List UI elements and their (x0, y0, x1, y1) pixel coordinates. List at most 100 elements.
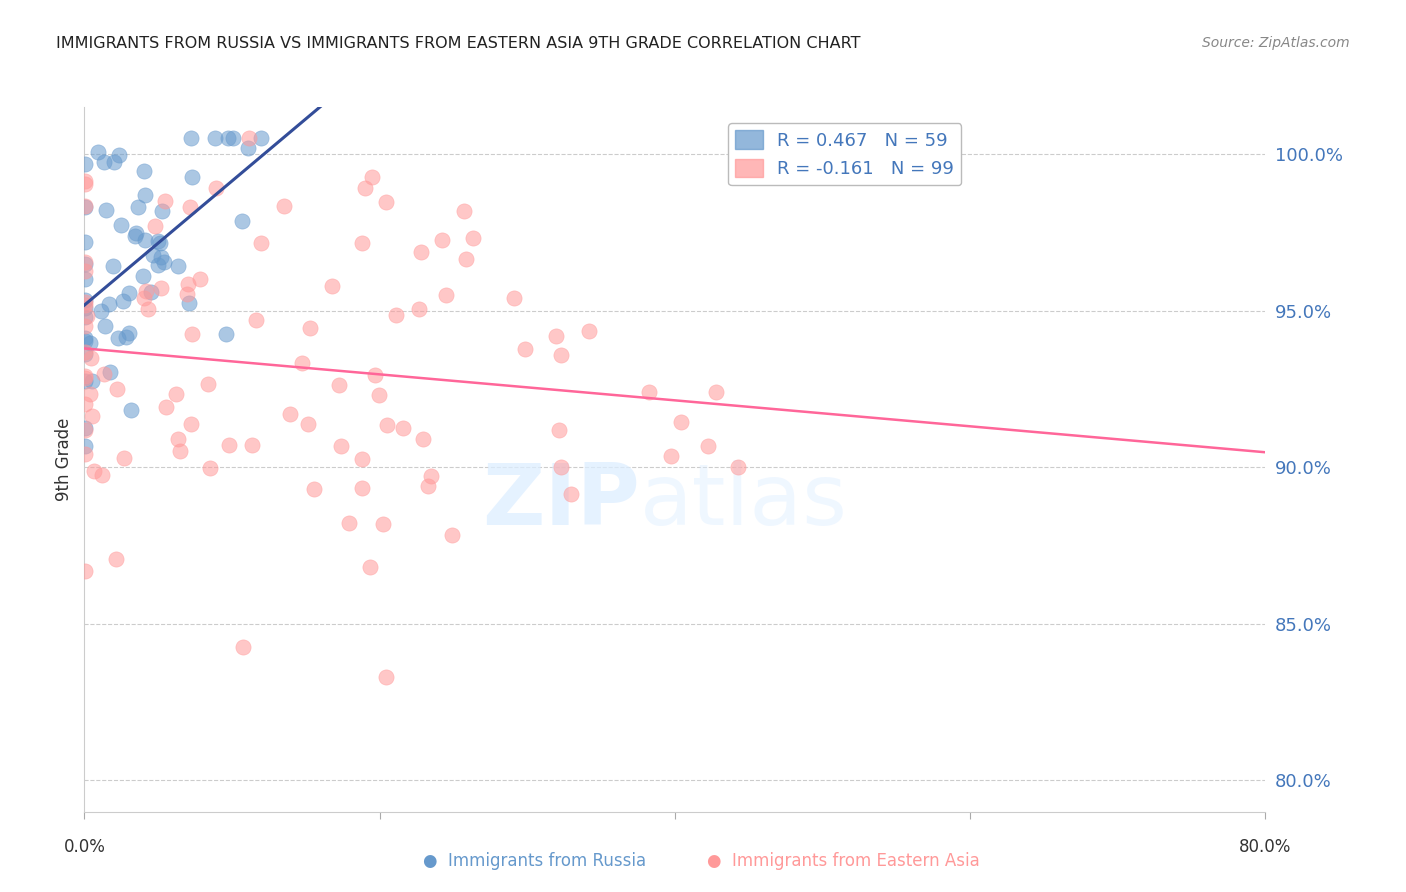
Point (169, 444, 191, 458)
Point (75, 157, 97, 171)
Point (180, 417, 202, 432)
Point (125, 226, 148, 240)
Point (180, 131, 202, 145)
Point (222, 131, 245, 145)
Point (418, 479, 440, 493)
Point (350, 481, 373, 495)
Point (392, 420, 415, 434)
Point (250, 131, 273, 145)
Point (302, 482, 325, 496)
Point (375, 195, 398, 210)
Y-axis label: 9th Grade: 9th Grade (55, 417, 73, 501)
Point (135, 285, 157, 299)
Point (181, 170, 204, 185)
Point (93, 367, 115, 381)
Point (79, 386, 101, 401)
Point (550, 348, 572, 362)
Point (368, 387, 391, 401)
Point (179, 200, 201, 214)
Point (93, 319, 115, 334)
Point (75, 345, 97, 359)
Point (176, 286, 198, 301)
Point (141, 285, 163, 299)
Text: IMMIGRANTS FROM RUSSIA VS IMMIGRANTS FROM EASTERN ASIA 9TH GRADE CORRELATION CHA: IMMIGRANTS FROM RUSSIA VS IMMIGRANTS FRO… (56, 36, 860, 51)
Point (330, 438, 353, 452)
Point (107, 331, 129, 345)
Point (434, 287, 457, 301)
Point (75, 368, 97, 383)
Point (132, 164, 155, 178)
Point (120, 403, 142, 417)
Point (75, 199, 97, 213)
Point (578, 324, 600, 338)
Point (177, 296, 200, 310)
Point (148, 258, 170, 272)
Point (75, 310, 97, 325)
Point (79, 336, 101, 351)
Point (150, 251, 173, 265)
Point (273, 199, 295, 213)
Point (278, 407, 301, 421)
Point (75, 298, 97, 312)
Point (215, 326, 238, 341)
Point (75, 264, 97, 278)
Point (75, 423, 97, 437)
Point (75, 177, 97, 191)
Point (83, 465, 105, 479)
Point (75, 374, 97, 388)
Text: ●  Immigrants from Eastern Asia: ● Immigrants from Eastern Asia (707, 852, 980, 870)
Point (291, 356, 314, 370)
Point (75, 371, 97, 385)
Point (638, 384, 661, 399)
Point (80, 374, 103, 388)
Point (75, 295, 97, 310)
Point (75, 564, 97, 578)
Point (117, 326, 139, 340)
Point (375, 418, 398, 433)
Point (115, 330, 138, 344)
Point (297, 417, 319, 431)
Point (245, 313, 267, 327)
Point (515, 342, 537, 356)
Point (231, 214, 253, 228)
Point (218, 131, 240, 145)
Point (150, 204, 173, 219)
Point (75, 200, 97, 214)
Point (75, 272, 97, 286)
Point (104, 551, 127, 566)
Point (350, 452, 373, 467)
Point (727, 459, 749, 474)
Point (696, 439, 718, 453)
Point (250, 235, 273, 250)
Point (364, 368, 387, 382)
Point (441, 528, 464, 542)
Point (204, 180, 226, 194)
Point (232, 640, 254, 654)
Point (167, 259, 190, 273)
Point (461, 230, 484, 244)
Point (560, 487, 582, 501)
Point (103, 259, 125, 273)
Text: ZIP: ZIP (482, 460, 640, 543)
Point (412, 432, 434, 446)
Text: 0.0%: 0.0% (63, 838, 105, 856)
Point (669, 415, 692, 429)
Point (136, 301, 159, 316)
Point (148, 235, 170, 249)
Point (328, 378, 350, 392)
Point (75, 447, 97, 461)
Point (75, 301, 97, 316)
Point (550, 459, 572, 474)
Point (131, 269, 153, 284)
Point (218, 438, 240, 452)
Point (361, 169, 384, 184)
Point (546, 329, 568, 343)
Point (110, 218, 132, 232)
Point (197, 376, 219, 391)
Point (98, 296, 121, 310)
Point (134, 234, 156, 248)
Point (124, 229, 146, 244)
Point (153, 255, 176, 269)
Point (375, 670, 398, 684)
Point (149, 235, 172, 250)
